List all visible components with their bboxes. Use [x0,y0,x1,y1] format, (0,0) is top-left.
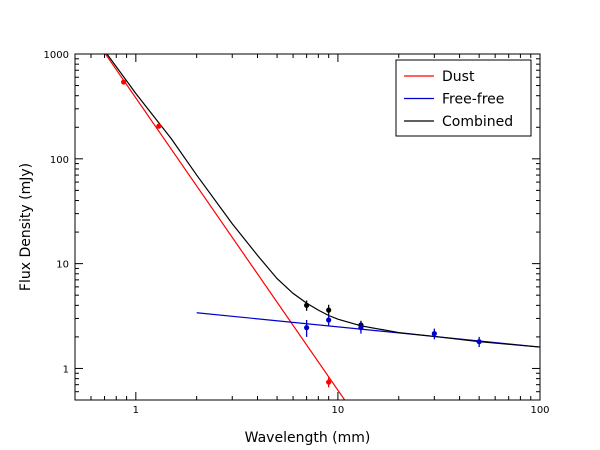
x-tick-label: 1 [133,405,139,416]
data-point-marker [326,307,332,313]
data-point-marker [326,379,332,385]
x-tick-label: 100 [530,405,549,416]
data-point [121,79,127,85]
legend-label: Combined [442,114,513,130]
legend: Dust Free-free Combined [395,59,532,137]
data-point-marker [326,317,332,323]
x-axis-label: Wavelength (mm) [245,430,371,446]
x-tick-label: 10 [332,405,345,416]
y-tick-label: 10 [56,260,69,271]
y-tick-label: 1000 [44,50,69,61]
data-point-marker [156,123,162,129]
legend-item: Dust [404,69,475,85]
y-axis-label: Flux Density (mJy) [18,163,34,291]
data-point [326,314,332,326]
data-point [326,304,332,317]
y-tick-label: 100 [50,155,69,166]
legend-label: Dust [442,69,475,85]
data-point [358,322,364,334]
data-point [156,123,162,129]
data-point [304,300,310,311]
plot-layer [104,54,540,400]
data-point [476,336,482,348]
plot-frame [74,53,541,401]
data-point [431,328,437,340]
series-line-combined [106,54,540,348]
legend-item: Free-free [404,92,504,108]
data-point-marker [431,331,437,337]
series-line-free-free [196,312,540,348]
series-line-dust [104,54,346,400]
data-point [304,319,310,337]
legend-label: Free-free [442,92,504,108]
data-point-marker [476,339,482,345]
legend-item: Combined [404,114,513,130]
data-point-marker [121,79,127,85]
data-point [326,377,332,388]
tick-layer: 1 10 100 1 10 100 1000 [44,50,550,416]
data-point-marker [358,325,364,331]
data-point-marker [304,325,310,331]
data-point-marker [304,302,310,308]
y-tick-label: 1 [63,364,69,375]
